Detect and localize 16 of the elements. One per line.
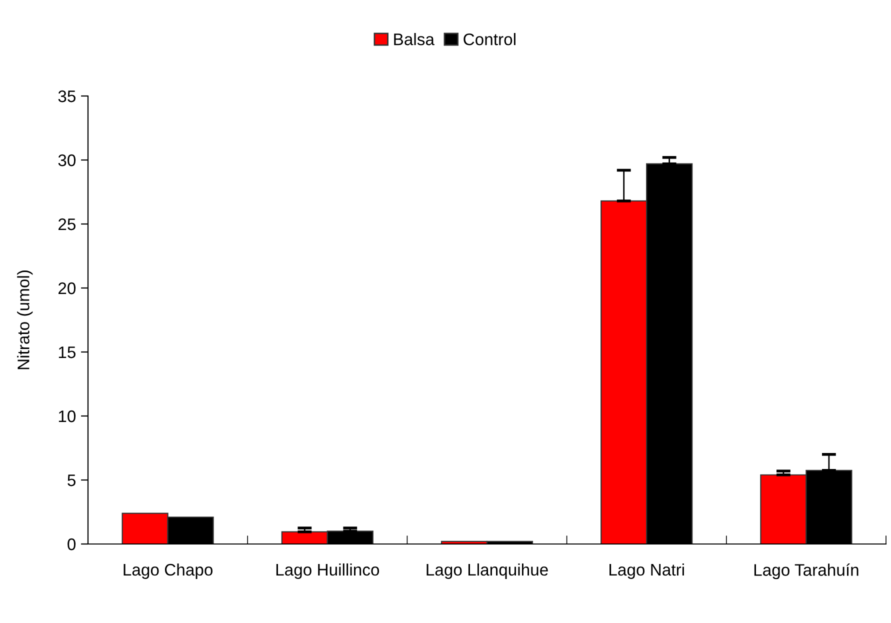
x-tick-label: Lago Llanquihue <box>426 563 548 579</box>
y-tick-label: 5 <box>68 474 76 486</box>
x-tick-label: Lago Natri <box>610 563 684 579</box>
y-tick-label: 25 <box>58 218 76 230</box>
x-tick-label: Lago Chapo <box>124 563 213 579</box>
x-tick-label: Lago Huillinco <box>276 563 380 579</box>
y-tick-label: 30 <box>58 154 76 166</box>
legend-label: Balsa <box>394 33 434 46</box>
y-tick-label: 10 <box>58 410 76 422</box>
x-tick-label: Lago Tarahuín <box>754 563 858 580</box>
y-tick-label: 15 <box>58 346 76 358</box>
legend-label: Control <box>464 33 516 46</box>
y-axis-title: Nitrato (umol) <box>17 270 33 370</box>
y-tick-label: 35 <box>58 90 76 102</box>
y-tick-label: 20 <box>58 282 76 294</box>
y-tick-label: 0 <box>68 538 76 550</box>
